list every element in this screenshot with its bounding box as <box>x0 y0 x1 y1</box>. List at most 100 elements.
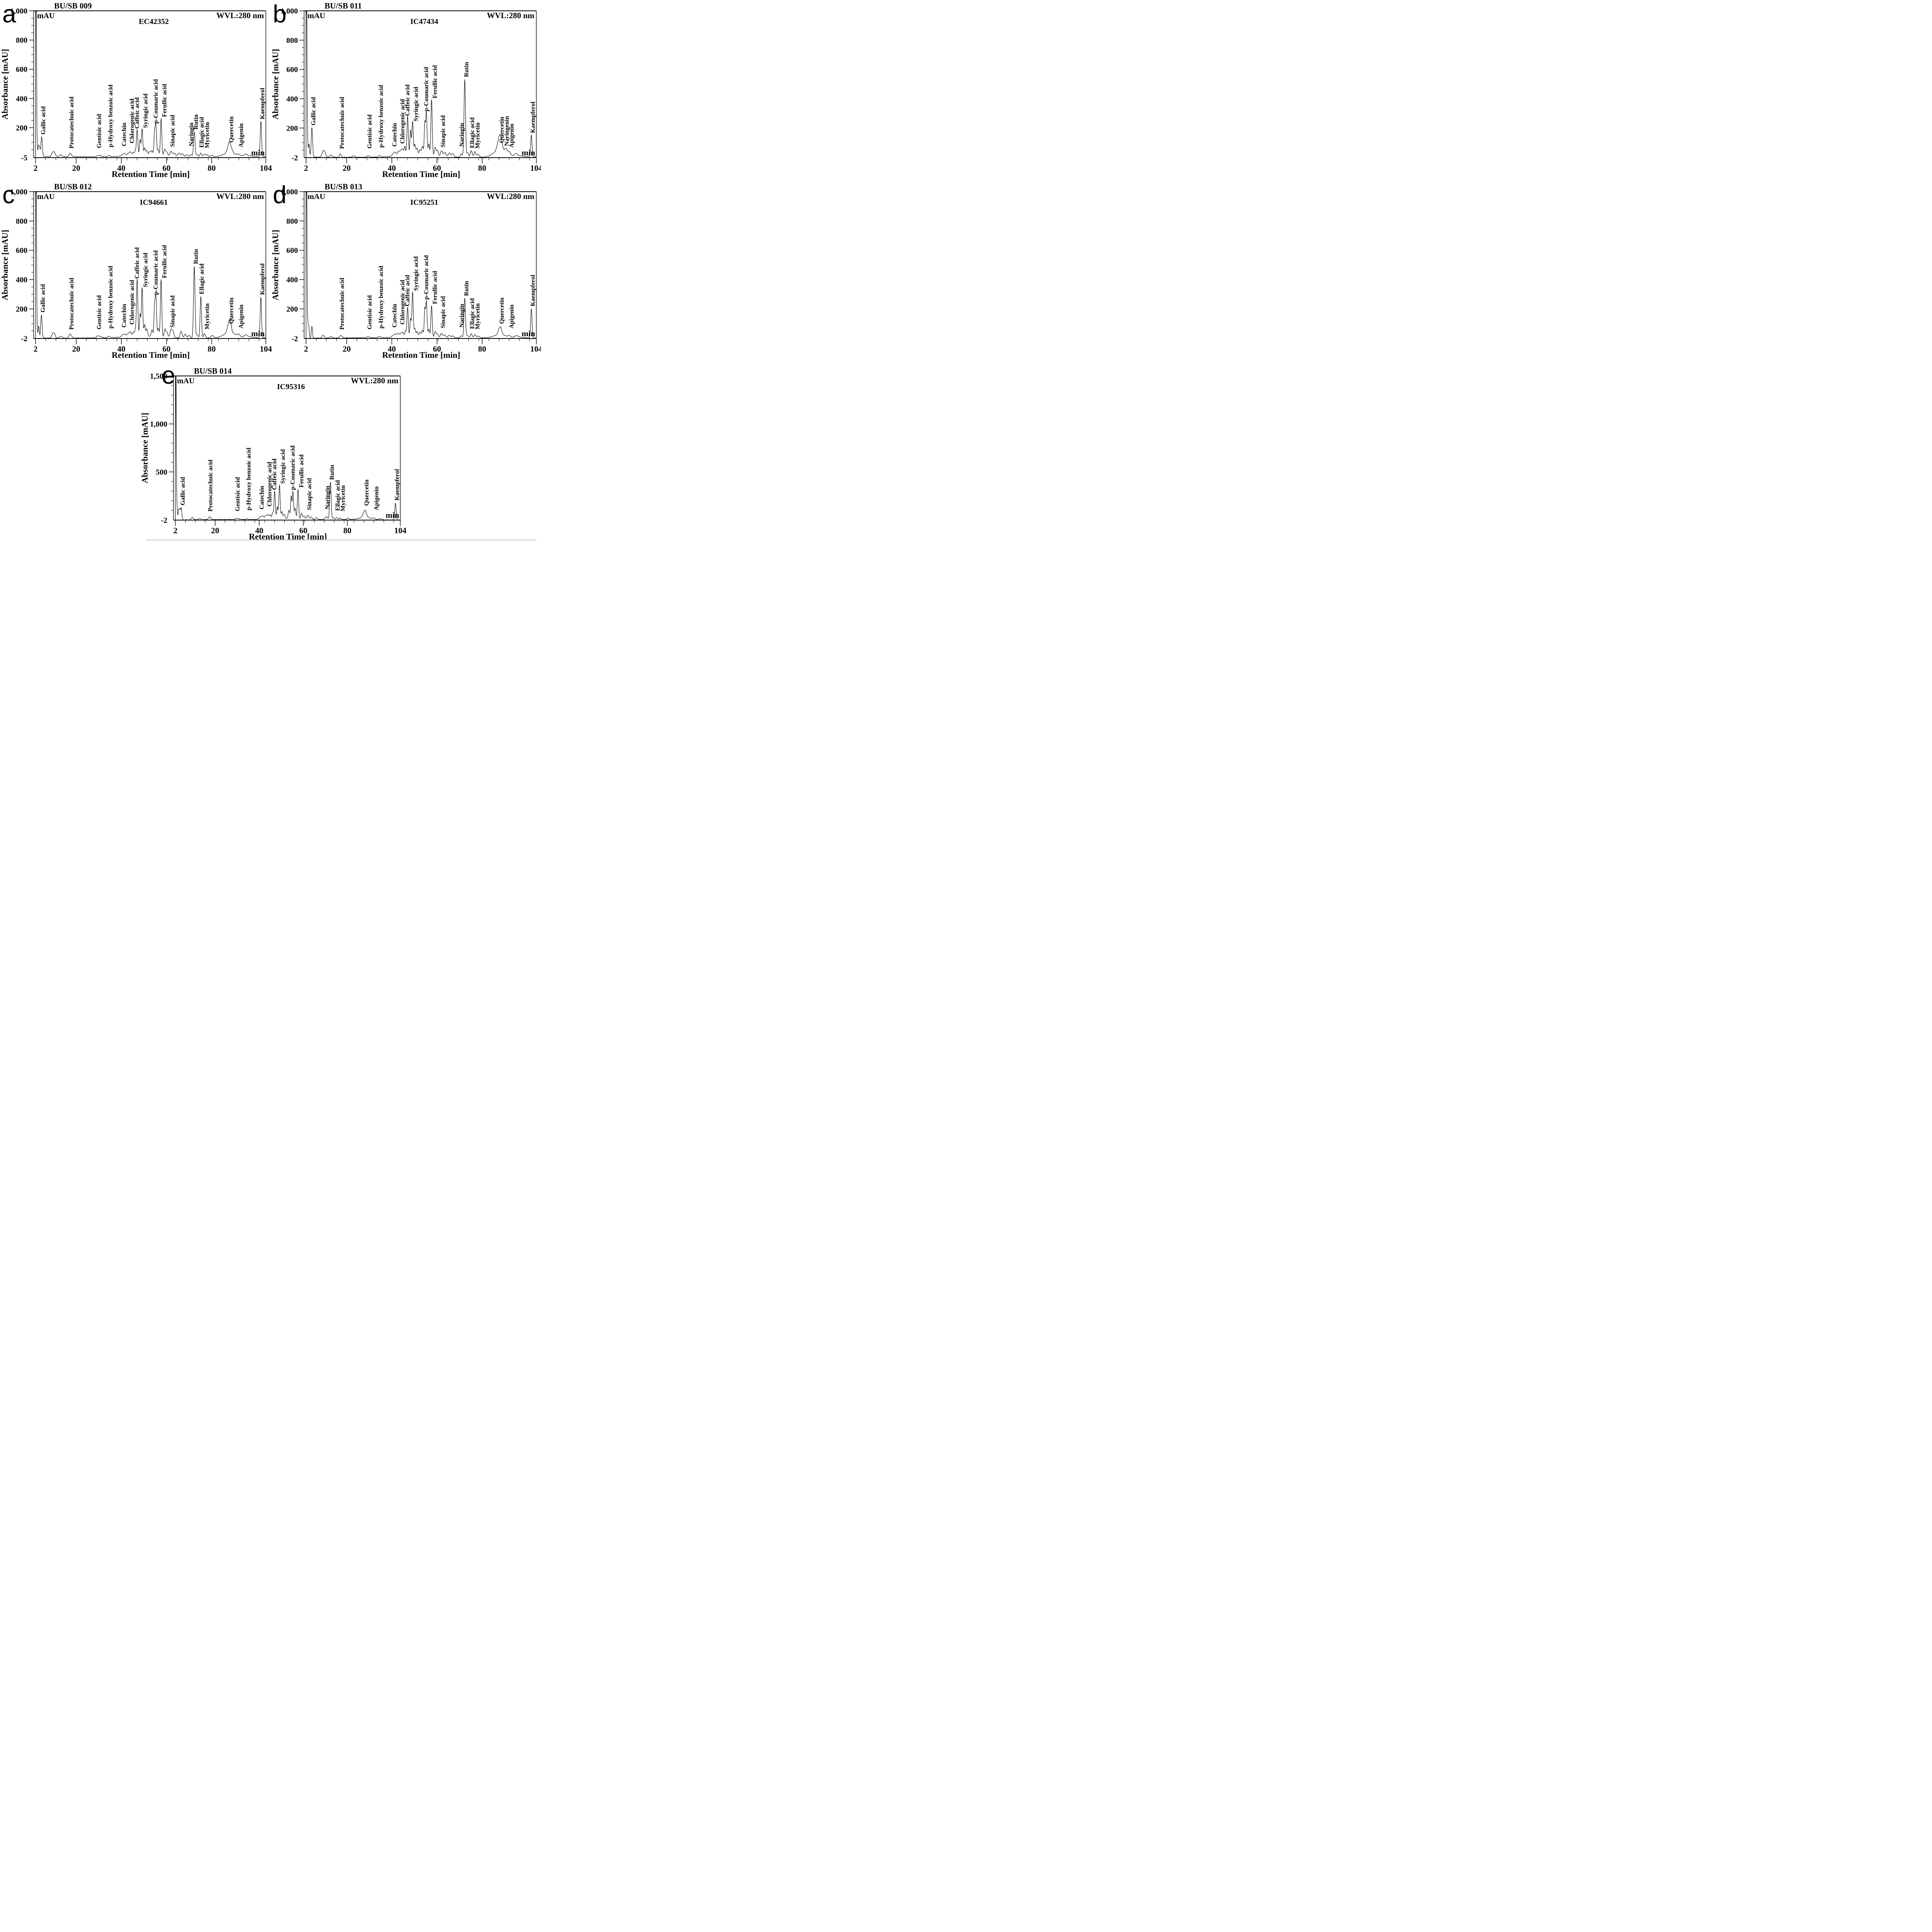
peak-label-caffeic-acid-e: Caffeic acid <box>271 459 278 490</box>
y-tick-label: 400 <box>16 95 27 103</box>
y-bottom-tick-label: -2 <box>291 335 298 343</box>
peak-label-kaempferol-a: Kaempferol <box>259 88 266 119</box>
peak-label-chlorogenic-acid-c: Chlorogenic acid <box>129 280 135 325</box>
peak-label-gentisic-acid-c: Gentisic acid <box>96 295 103 330</box>
x-tick-label: 60 <box>162 344 170 354</box>
peak-label-gallic-acid-c: Gallic acid <box>40 284 46 312</box>
wavelength-label: WVL:280 nm <box>216 11 264 20</box>
peak-label-p-coumaric-acid-c: p-Coumaric acid <box>153 250 159 295</box>
x-tick-label: 60 <box>433 163 441 173</box>
peak-label-kaempferol-c: Kaempferol <box>259 263 266 295</box>
peak-label-sinapic-acid-d: Sinapic acid <box>440 296 447 328</box>
peak-label-kaempferol-e: Kaempferol <box>394 469 400 500</box>
peak-label-caffeic-acid-c: Caffeic acid <box>134 247 140 279</box>
peak-label-chlorogenic-acid-b: Chlorogenic acid <box>399 99 406 144</box>
y-unit-label: mAU <box>37 192 55 201</box>
x-tick-label: 60 <box>433 344 441 354</box>
y-bottom-tick-label: -2 <box>21 335 27 343</box>
peak-label-gallic-acid-b: Gallic acid <box>310 97 317 125</box>
y-top-tick-label: 1,000 <box>10 188 27 196</box>
peak-label-ellagic-acid-e: Ellagic acid <box>335 480 341 511</box>
x-tick-label: 2 <box>304 344 308 354</box>
panel-b: b 200 400 600 800 1,000 -2 2 20 40 60 80 104 BU/SB 01… <box>270 0 541 181</box>
y-bottom-tick-label: -5 <box>21 154 27 162</box>
peak-label-caffeic-acid-d: Caffeic acid <box>404 275 411 306</box>
peak-label-p-hydroxy-benzoic-acid-d: p-Hydroxy benzoic acid <box>378 266 384 328</box>
y-top-tick-label: 1,000 <box>281 7 298 15</box>
x-tick-label: 20 <box>343 163 351 173</box>
peak-label-quercetin-b: Quercetin <box>499 117 505 143</box>
chromatogram-trace <box>306 10 537 158</box>
peak-label-catechin-d: Catechin <box>391 304 398 327</box>
x-tick-label: 40 <box>117 163 126 173</box>
y-axis-title: Absorbance [mAU] <box>0 230 10 301</box>
x-tick-label: 80 <box>478 163 486 173</box>
y-axis-title: Absorbance [mAU] <box>140 413 150 483</box>
y-bottom-tick-label: -2 <box>291 154 298 162</box>
panel-letter-b: b <box>273 0 287 28</box>
peak-label-gallic-acid-a: Gallic acid <box>40 106 47 134</box>
sample-code-label: BU/SB 013 <box>325 182 362 191</box>
x-tick-label: 40 <box>255 526 263 535</box>
y-unit-label: mAU <box>308 192 325 201</box>
x-tick-label: 80 <box>344 526 352 535</box>
wavelength-label: WVL:280 nm <box>216 192 264 201</box>
peak-label-catechin-a: Catechin <box>121 122 128 146</box>
x-tick-label: 80 <box>478 344 486 354</box>
peak-label-protocatechuic-acid-d: Protocatechuic acid <box>339 278 345 330</box>
peak-label-caffeic-acid-b: Caffeic acid <box>404 84 411 116</box>
panel-c: c 200 400 600 800 1,000 -2 2 20 40 60 80 104 BU/SB 01… <box>0 181 272 362</box>
x-tick-label: 104 <box>260 163 272 173</box>
y-tick-label: 800 <box>16 36 27 45</box>
wavelength-label: WVL:280 nm <box>487 192 535 201</box>
panel-letter-a: a <box>2 0 16 28</box>
chromatogram-trace <box>306 191 537 338</box>
peak-label-myricetin-c: Myricetin <box>204 303 211 330</box>
peak-label-chlorogenic-acid-a: Chlorogenic acid <box>129 99 135 143</box>
panel-letter-e: e <box>162 361 175 389</box>
peak-label-sinapic-acid-c: Sinapic acid <box>170 295 176 327</box>
y-unit-label: mAU <box>308 12 325 20</box>
peak-label-chlorogenic-acid-d: Chlorogenic acid <box>399 280 406 325</box>
accession-title: IC95251 <box>410 198 438 207</box>
x-tick-label: 20 <box>72 344 80 354</box>
peak-label-rutin-d: Rutin <box>463 281 470 296</box>
x-tick-label: 60 <box>162 163 170 173</box>
y-bottom-tick-label: -2 <box>161 516 167 525</box>
chromatogram-trace <box>35 10 266 157</box>
peak-label-p-hydroxy-benzoic-acid-b: p-Hydroxy benzoic acid <box>378 85 384 148</box>
x-axis-title: Retention Time [min] <box>382 169 460 179</box>
peak-label-ellagic-acid-d: Ellagic acid <box>469 298 476 329</box>
y-tick-label: 800 <box>16 217 27 226</box>
peak-label-protocatechuic-acid-a: Protocatechuic acid <box>68 97 75 148</box>
x-axis-title: Retention Time [min] <box>382 350 460 360</box>
peak-label-rutin-e: Rutin <box>329 465 335 480</box>
peak-label-catechin-b: Catechin <box>391 123 398 146</box>
panel-d: d 200 400 600 800 1,000 -2 2 20 40 60 80 104 BU/SB 01… <box>270 181 541 362</box>
y-tick-label: 400 <box>286 276 298 284</box>
x-tick-label: 20 <box>343 344 351 354</box>
peak-label-p-coumaric-acid-e: p-Coumaric acid <box>290 446 296 490</box>
peak-label-gentisic-acid-a: Gentisic acid <box>96 114 103 148</box>
y-unit-label: mAU <box>37 12 55 20</box>
y-axis-title: Absorbance [mAU] <box>270 230 280 301</box>
peak-label-apigenin-e: Apigenin <box>373 486 380 510</box>
x-unit-label: min <box>386 510 399 520</box>
peak-label-rutin-b: Rutin <box>463 62 470 77</box>
sample-code-label: BU/SB 012 <box>54 182 92 191</box>
peak-label-ellagic-acid-a: Ellagic acid <box>199 117 205 148</box>
peak-label-ellagic-acid-b: Ellagic acid <box>469 117 476 148</box>
y-tick-label: 500 <box>156 468 167 476</box>
peak-label-syringic-acid-e: Syringic acid <box>280 449 286 483</box>
peak-label-ferullic-acid-a: Ferullic acid <box>162 84 168 117</box>
y-axis-title: Absorbance [mAU] <box>270 49 280 120</box>
scan-edge-line <box>146 539 536 541</box>
y-tick-label: 200 <box>16 124 27 132</box>
panel-letter-d: d <box>273 181 287 209</box>
peak-label-chlorogenic-acid-e: Chlorogenic acid <box>267 462 273 507</box>
y-top-tick-label: 1,000 <box>10 7 27 15</box>
y-tick-label: 400 <box>286 95 298 104</box>
peak-label-naringin-a: Naringin <box>188 122 195 146</box>
peak-label-sinapic-acid-e: Sinapic acid <box>306 478 313 510</box>
peak-label-quercetin-d: Quercetin <box>499 298 505 324</box>
